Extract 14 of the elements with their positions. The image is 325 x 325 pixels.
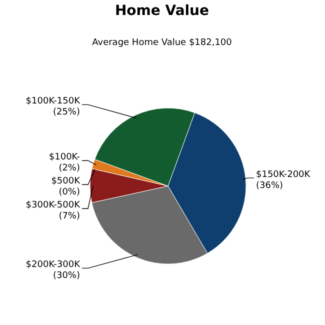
legend-label: $500K (51, 176, 82, 187)
slice-label: $300K-500K (26, 200, 82, 211)
data-label: (30%) (52, 271, 80, 282)
data-label: (25%) (52, 108, 80, 118)
chart-title: Home Value (114, 3, 210, 19)
slice-label: $200K-300K (26, 260, 82, 270)
data-label: (2%) (58, 164, 80, 174)
text: (0%) (58, 188, 80, 198)
slice-label: $100K- (48, 152, 80, 163)
slice-label: $100K-150K (26, 96, 82, 107)
data-label: (36%) (256, 180, 284, 191)
chart-subtitle: Average Home Value $182,100 (92, 38, 232, 48)
data-label: (7%) (58, 212, 80, 222)
slice-label: $150K-200K (256, 170, 312, 180)
